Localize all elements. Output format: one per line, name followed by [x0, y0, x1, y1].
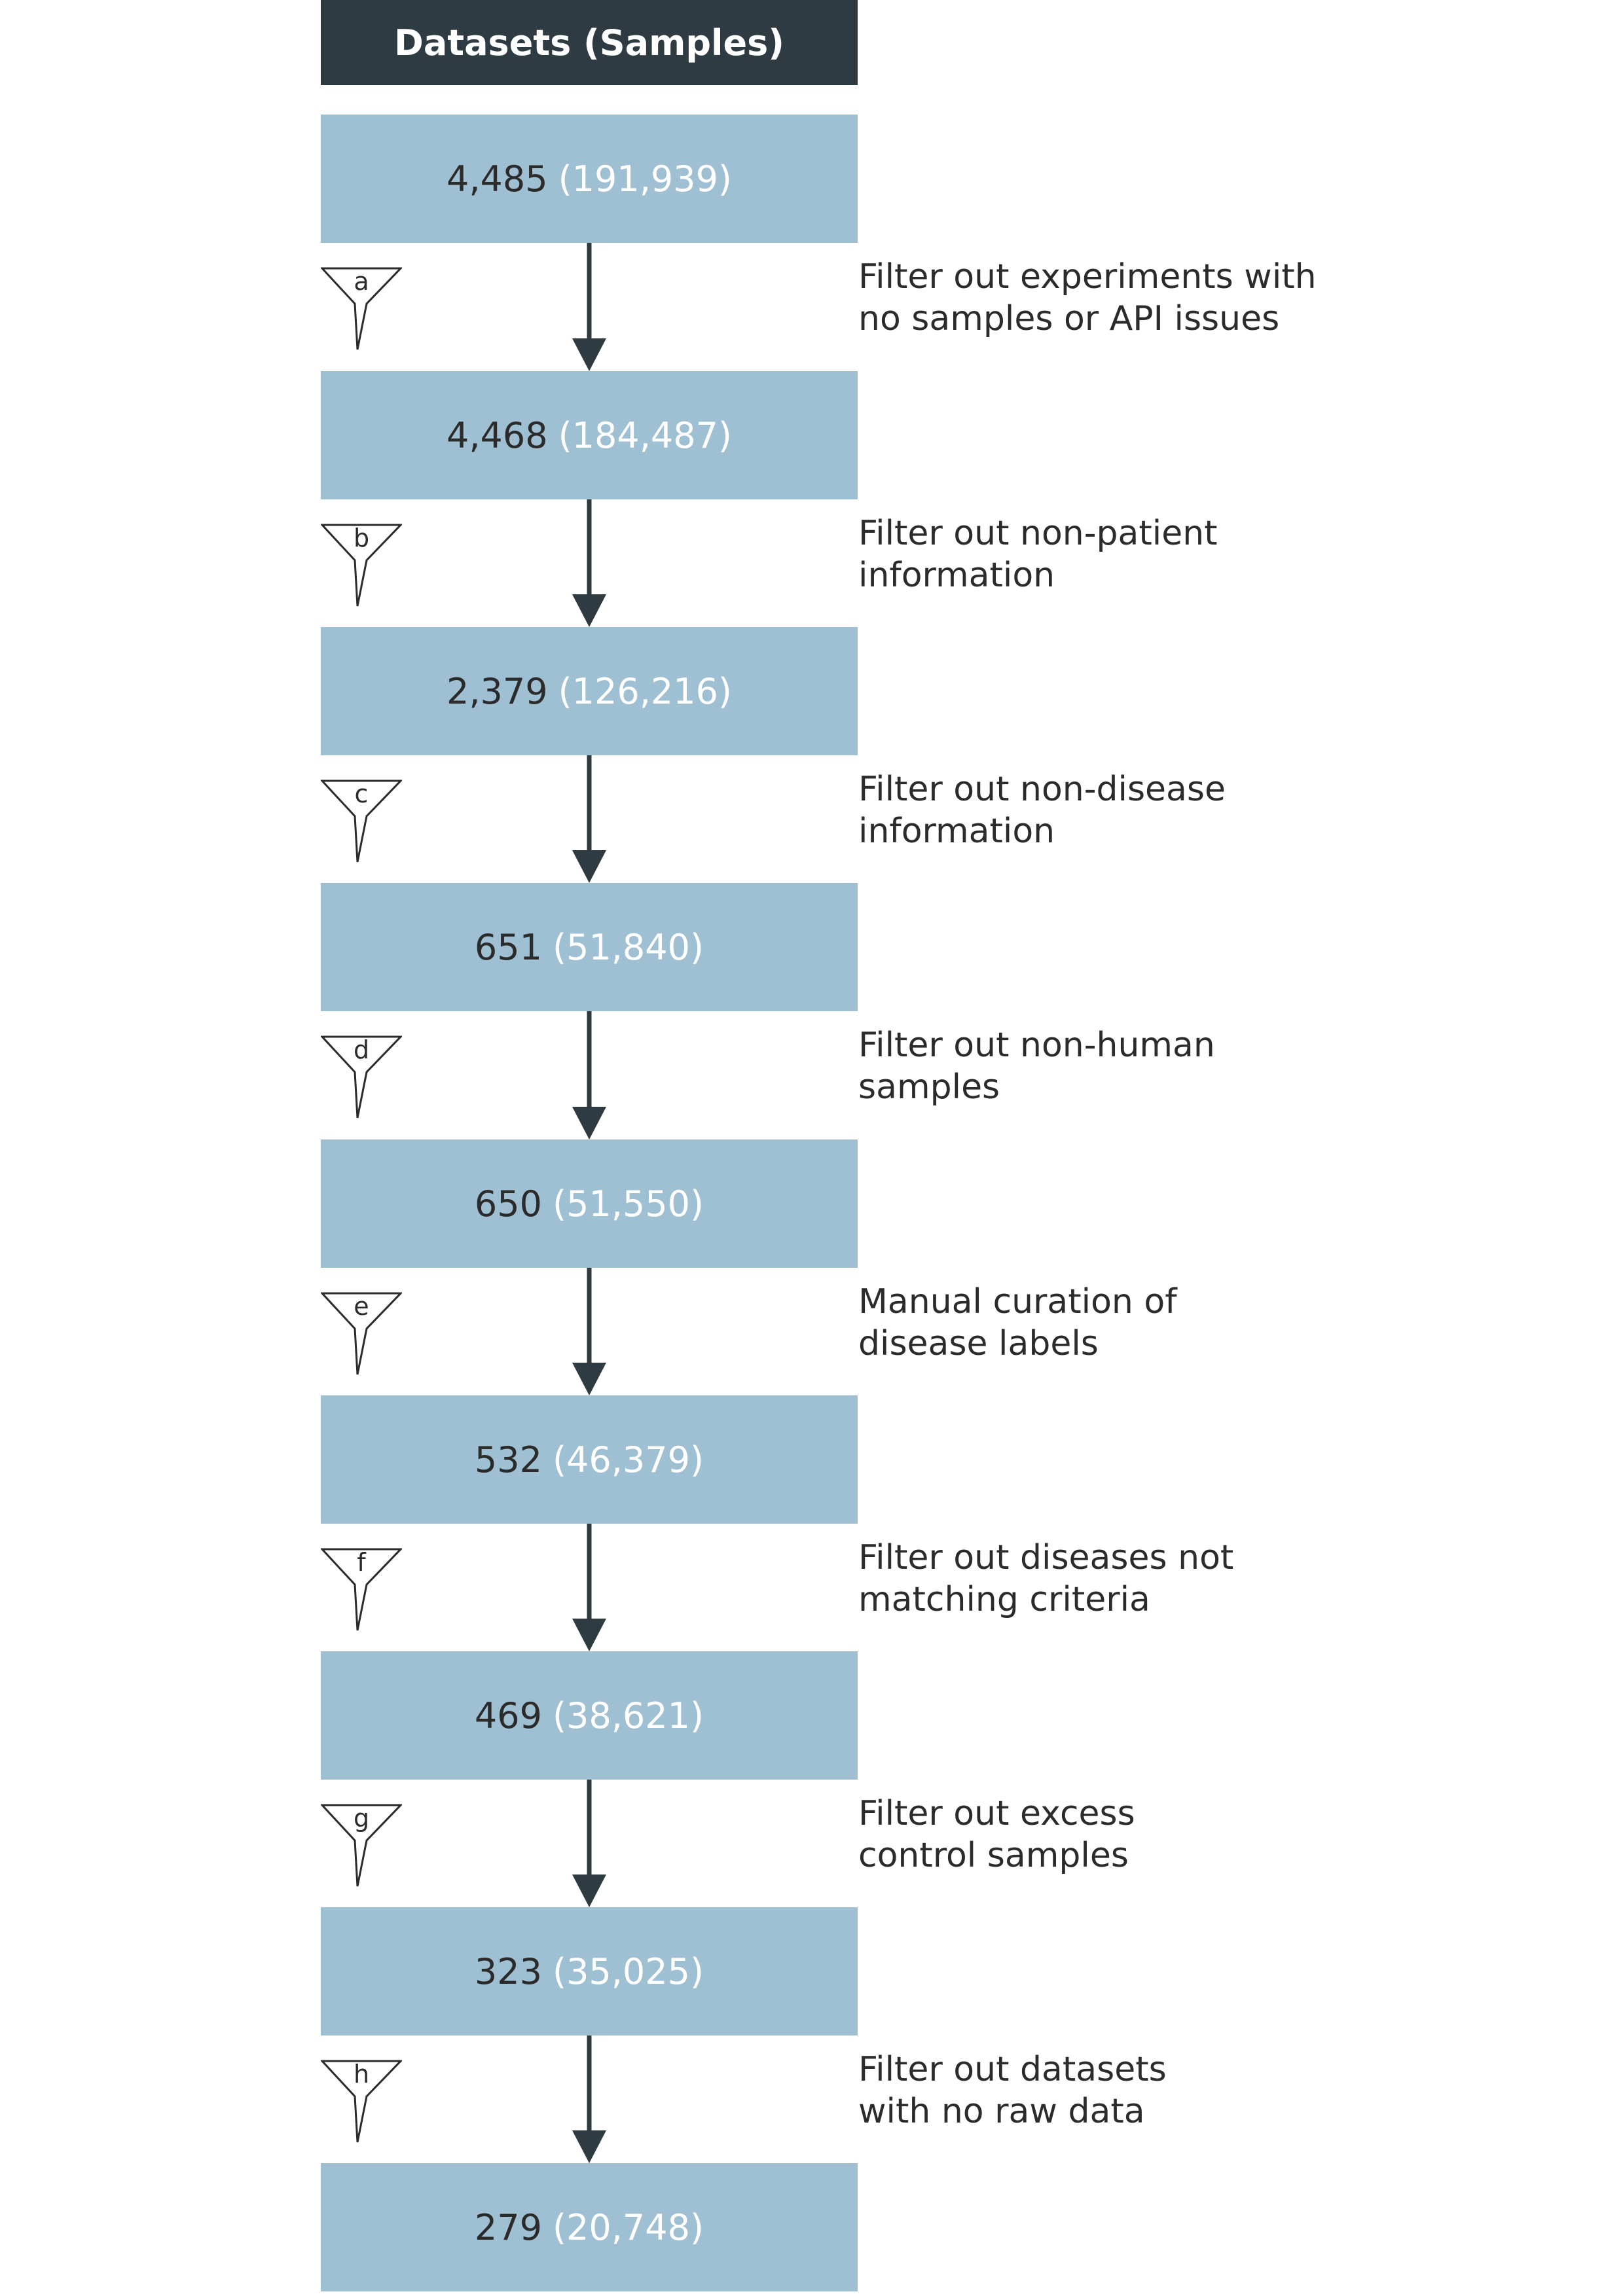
filter-description-line: information — [858, 812, 1055, 851]
sample-count: (20,748) — [552, 2206, 704, 2248]
stage-box: 4,485 (191,939) — [321, 115, 858, 243]
filter-step-description: Filter out excess control samples — [858, 1793, 1448, 1876]
filter-funnel-icon: c — [321, 780, 402, 863]
filter-funnel-icon: d — [321, 1035, 402, 1119]
filter-step-letter: a — [354, 267, 369, 296]
dataset-count: 279 — [474, 2206, 542, 2248]
flowchart-header: Datasets (Samples) — [321, 0, 858, 85]
filter-description-line: Filter out experiments with — [858, 257, 1317, 296]
sample-count: (191,939) — [558, 158, 733, 200]
stage-box: 650 (51,550) — [321, 1139, 858, 1268]
filter-step-letter: b — [354, 524, 369, 552]
stage-box: 323 (35,025) — [321, 1907, 858, 2036]
filter-funnel-icon: b — [321, 524, 402, 607]
sample-count: (38,621) — [552, 1695, 704, 1736]
filter-description-line: Filter out diseases not — [858, 1538, 1234, 1577]
filter-step-description: Filter out non-human samples — [858, 1024, 1448, 1108]
filter-step-description: Filter out diseases not matching criteria — [858, 1537, 1448, 1621]
filter-step-letter: f — [357, 1548, 367, 1577]
sample-count: (184,487) — [558, 414, 733, 456]
filter-description-line: Filter out non-disease — [858, 770, 1226, 809]
down-arrow-icon — [572, 1268, 606, 1395]
down-arrow-icon — [572, 1011, 606, 1139]
filter-step-description: Filter out non-patient information — [858, 512, 1448, 596]
filter-description-line: Filter out excess — [858, 1794, 1135, 1833]
filter-step-description: Manual curation of disease labels — [858, 1281, 1448, 1365]
filter-description-line: Filter out non-human — [858, 1026, 1215, 1065]
dataset-count: 651 — [474, 926, 542, 968]
filter-step-description: Filter out experiments with no samples or… — [858, 256, 1448, 340]
sample-count: (126,216) — [558, 670, 733, 712]
stage-box: 279 (20,748) — [321, 2163, 858, 2291]
filter-funnel-icon: h — [321, 2060, 402, 2143]
filter-step-letter: c — [355, 780, 369, 808]
filter-funnel-icon: e — [321, 1292, 402, 1375]
stage-box: 532 (46,379) — [321, 1395, 858, 1524]
down-arrow-icon — [572, 2036, 606, 2163]
down-arrow-icon — [572, 1524, 606, 1651]
filter-description-line: Manual curation of — [858, 1282, 1177, 1321]
dataset-count: 323 — [474, 1950, 542, 1992]
dataset-count: 2,379 — [446, 670, 548, 712]
filter-description-line: Filter out datasets — [858, 2050, 1167, 2089]
filter-description-line: disease labels — [858, 1324, 1099, 1363]
filter-description-line: control samples — [858, 1836, 1129, 1875]
stage-box: 4,468 (184,487) — [321, 371, 858, 499]
stage-box: 2,379 (126,216) — [321, 627, 858, 755]
dataset-count: 4,485 — [446, 158, 548, 200]
filter-funnel-icon: g — [321, 1804, 402, 1887]
dataset-count: 650 — [474, 1183, 542, 1225]
filter-step-description: Filter out non-disease information — [858, 768, 1448, 852]
filter-description-line: samples — [858, 1067, 1000, 1107]
filter-description-line: Filter out non-patient — [858, 514, 1218, 553]
filter-description-line: no samples or API issues — [858, 299, 1280, 338]
sample-count: (51,550) — [552, 1183, 704, 1225]
filter-description-line: information — [858, 556, 1055, 595]
stage-box: 469 (38,621) — [321, 1651, 858, 1780]
filter-step-description: Filter out datasets with no raw data — [858, 2049, 1448, 2132]
filter-step-letter: e — [354, 1292, 369, 1321]
filter-description-line: matching criteria — [858, 1580, 1150, 1619]
dataset-count: 532 — [474, 1439, 542, 1480]
down-arrow-icon — [572, 1780, 606, 1907]
sample-count: (51,840) — [552, 926, 704, 968]
filter-step-letter: d — [354, 1035, 369, 1064]
filter-step-letter: h — [354, 2060, 369, 2089]
sample-count: (35,025) — [552, 1950, 704, 1992]
filter-funnel-icon: f — [321, 1548, 402, 1631]
dataset-count: 469 — [474, 1695, 542, 1736]
down-arrow-icon — [572, 755, 606, 883]
stage-box: 651 (51,840) — [321, 883, 858, 1011]
filter-description-line: with no raw data — [858, 2092, 1145, 2131]
down-arrow-icon — [572, 499, 606, 627]
down-arrow-icon — [572, 243, 606, 371]
dataset-count: 4,468 — [446, 414, 548, 456]
filter-step-letter: g — [354, 1804, 369, 1833]
filter-funnel-icon: a — [321, 267, 402, 350]
sample-count: (46,379) — [552, 1439, 704, 1480]
